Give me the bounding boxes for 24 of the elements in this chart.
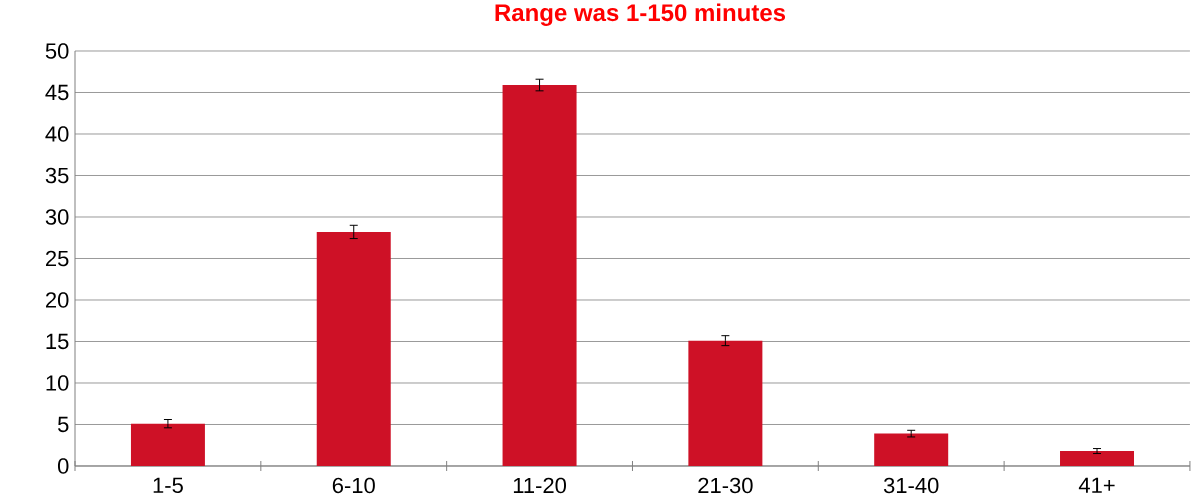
x-tick-label: 1-5 [153,477,183,494]
y-tick-label: 5 [57,417,69,433]
y-tick-label: 40 [45,126,69,143]
y-tick-label: 30 [45,209,69,226]
x-tick-label: 11-20 [513,477,567,494]
bar [316,232,391,467]
bar [874,433,949,467]
y-tick-label: 50 [45,43,69,60]
y-tick-label: 25 [45,250,69,267]
x-tick-label: 21-30 [698,477,753,494]
bar [688,340,763,467]
y-tick-label: 0 [57,458,69,474]
y-tick-label: 35 [45,167,69,184]
y-tick-label: 45 [45,85,69,101]
y-tick-label: 20 [45,292,69,308]
y-tick-label: 15 [46,334,69,350]
x-tick-label: 41+ [1078,477,1115,494]
x-tick-label: 6-10 [332,477,375,494]
x-tick-label: 31-40 [883,477,939,494]
bar [502,85,577,467]
chart-title: Range was 1-150 minutes [495,3,786,27]
y-tick-label: 10 [46,375,69,391]
bar [130,423,205,467]
bar [1060,451,1135,467]
